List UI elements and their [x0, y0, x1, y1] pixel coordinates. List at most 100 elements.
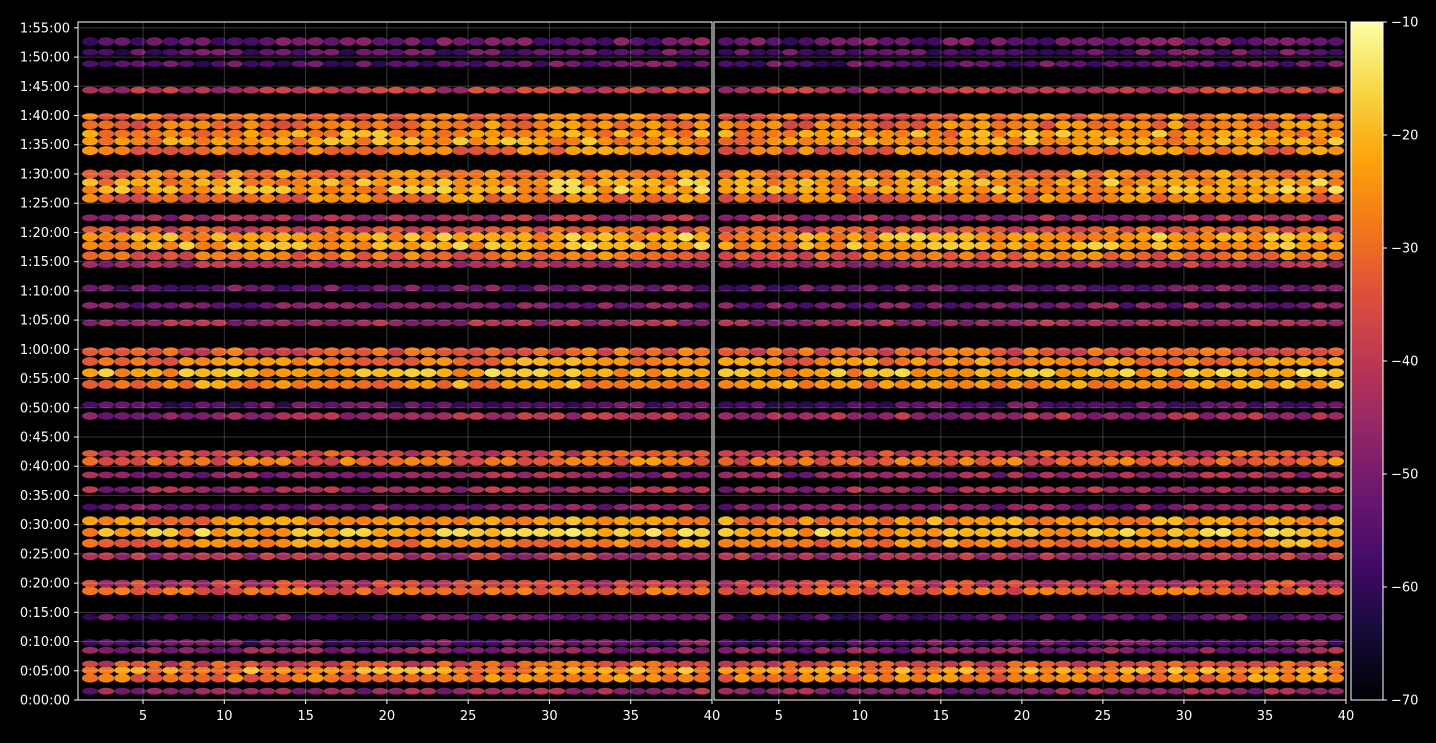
heatmap-cell: [1087, 639, 1104, 646]
heatmap-cell: [146, 232, 163, 242]
heatmap-cell: [1279, 241, 1296, 251]
heatmap-cell: [862, 169, 879, 179]
heatmap-cell: [974, 639, 991, 646]
heatmap-cell: [910, 552, 927, 561]
heatmap-cell: [1183, 284, 1200, 292]
heatmap-cell: [371, 146, 388, 156]
heatmap-cell: [226, 471, 244, 479]
heatmap-cell: [1087, 579, 1104, 588]
heatmap-cell: [1247, 251, 1264, 261]
heatmap-cell: [661, 503, 678, 511]
heatmap-cell: [782, 214, 799, 222]
heatmap-cell: [958, 552, 975, 561]
heatmap-cell: [734, 673, 751, 683]
heatmap-cell: [548, 579, 566, 588]
heatmap-cell: [1183, 579, 1200, 588]
heatmap-cell: [974, 347, 991, 357]
heatmap-cell: [323, 639, 340, 646]
heatmap-cell: [130, 169, 147, 179]
heatmap-cell: [1167, 302, 1184, 309]
heatmap-cell: [782, 193, 799, 203]
heatmap-cell: [210, 586, 227, 596]
heatmap-cell: [114, 169, 131, 179]
heatmap-cell: [548, 450, 566, 457]
heatmap-cell: [532, 646, 550, 654]
heatmap-cell: [1183, 136, 1200, 146]
heatmap-cell: [500, 368, 517, 378]
heatmap-cell: [1087, 516, 1104, 526]
heatmap-cell: [1231, 60, 1248, 68]
heatmap-cell: [1119, 646, 1136, 654]
heatmap-cell: [958, 687, 975, 695]
heatmap-cell: [1279, 319, 1296, 327]
heatmap-cell: [484, 586, 501, 596]
heatmap-cell: [894, 113, 911, 120]
x-tick-label: 40: [1338, 709, 1355, 724]
heatmap-cell: [243, 538, 260, 548]
heatmap-cell: [1103, 379, 1120, 389]
heatmap-cell: [1087, 232, 1104, 242]
heatmap-cell: [1055, 178, 1072, 187]
heatmap-cell: [1167, 232, 1184, 242]
heatmap-cell: [645, 226, 662, 233]
heatmap-cell: [82, 169, 99, 179]
heatmap-cell: [565, 412, 582, 420]
heatmap-cell: [114, 302, 131, 309]
heatmap-cell: [436, 586, 453, 596]
heatmap-cell: [291, 527, 308, 537]
heatmap-cell: [194, 357, 211, 366]
heatmap-cell: [114, 185, 131, 194]
heatmap-cell: [146, 169, 163, 179]
heatmap-cell: [130, 347, 147, 357]
heatmap-cell: [178, 214, 195, 222]
heatmap-cell: [420, 113, 437, 120]
heatmap-cell: [958, 673, 975, 683]
heatmap-cell: [371, 538, 388, 548]
heatmap-cell: [114, 673, 131, 683]
heatmap-cell: [178, 48, 195, 56]
heatmap-cell: [1087, 646, 1104, 654]
heatmap-cell: [766, 302, 783, 309]
heatmap-cell: [581, 214, 598, 222]
heatmap-cell: [194, 347, 211, 357]
heatmap-cell: [1263, 113, 1280, 120]
heatmap-cell: [162, 527, 179, 537]
heatmap-cell: [178, 613, 195, 621]
heatmap-cell: [1311, 538, 1328, 548]
heatmap-cell: [307, 261, 324, 268]
heatmap-cell: [323, 379, 340, 389]
heatmap-cell: [194, 450, 211, 457]
heatmap-cell: [1006, 379, 1023, 389]
heatmap-cell: [371, 486, 388, 493]
heatmap-cell: [830, 379, 847, 389]
heatmap-cell: [1311, 146, 1328, 156]
heatmap-cell: [146, 284, 163, 292]
heatmap-cell: [420, 586, 437, 596]
heatmap-cell: [468, 113, 485, 120]
heatmap-cell: [814, 486, 831, 493]
heatmap-cell: [226, 232, 244, 242]
heatmap-cell: [516, 48, 533, 56]
heatmap-cell: [355, 185, 372, 194]
heatmap-cell: [420, 226, 437, 233]
panel-2-heatmap: [718, 37, 1344, 695]
heatmap-cell: [1231, 368, 1248, 378]
heatmap-cell: [468, 251, 485, 261]
heatmap-cell: [581, 232, 598, 242]
heatmap-cell: [114, 639, 131, 646]
heatmap-cell: [782, 401, 799, 409]
heatmap-cell: [1215, 319, 1232, 327]
heatmap-cell: [243, 586, 260, 596]
heatmap-cell: [114, 60, 131, 68]
heatmap-cell: [894, 613, 911, 621]
heatmap-cell: [581, 471, 598, 479]
heatmap-cell: [468, 48, 485, 56]
heatmap-cell: [243, 120, 260, 130]
heatmap-cell: [1151, 214, 1168, 222]
heatmap-cell: [1151, 136, 1168, 146]
heatmap-cell: [894, 146, 911, 156]
heatmap-cell: [468, 412, 485, 420]
heatmap-cell: [1071, 613, 1088, 621]
heatmap-cell: [974, 60, 991, 68]
heatmap-cell: [243, 639, 260, 646]
